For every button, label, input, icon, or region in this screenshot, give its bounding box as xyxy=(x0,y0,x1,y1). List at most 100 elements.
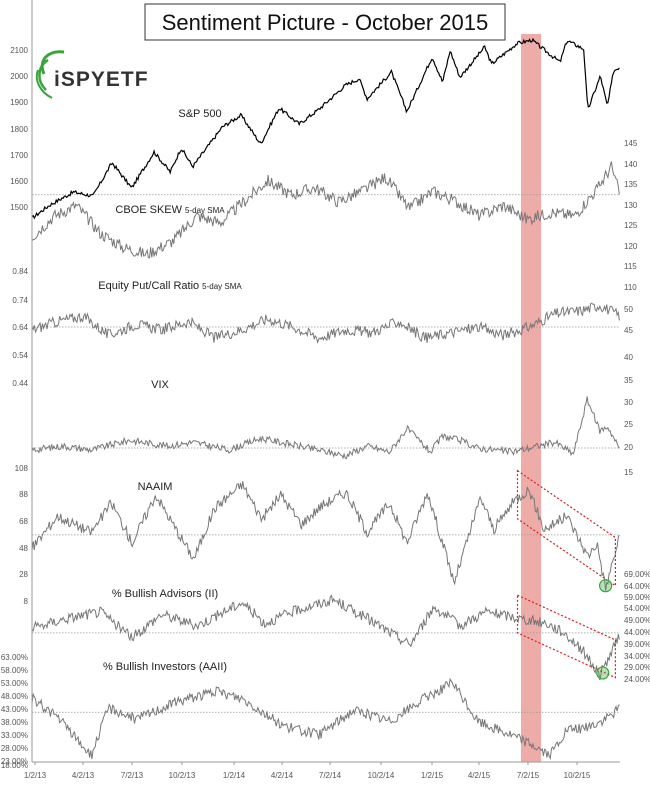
right-tick-label: 25 xyxy=(624,420,633,429)
x-tick-label: 7/2/15 xyxy=(517,771,540,780)
series-name: % Bullish Investors (AAII) xyxy=(103,661,227,673)
highlight-circle xyxy=(596,666,610,680)
right-tick-label: 115 xyxy=(624,262,637,271)
left-tick-label: 8 xyxy=(24,597,29,606)
chart-title-box: Sentiment Picture - October 2015 xyxy=(144,3,506,41)
series-name: CBOE SKEW xyxy=(115,204,182,216)
right-tick-label: 125 xyxy=(624,221,638,230)
series-sublabel: 5-day SMA xyxy=(202,282,242,291)
x-tick-label: 1/2/13 xyxy=(24,771,47,780)
left-tick-label: 1600 xyxy=(10,177,28,186)
right-tick-label: 69.00% xyxy=(624,570,650,579)
right-tick-label: 120 xyxy=(624,242,638,251)
ispyetf-logo: iSPYETF xyxy=(35,50,149,99)
left-tick-label: 1800 xyxy=(10,125,28,134)
left-tick-label: 38.00% xyxy=(1,718,28,727)
right-tick-label: 30 xyxy=(624,398,633,407)
series-label: NAAIM xyxy=(138,481,173,493)
series-line xyxy=(31,481,620,591)
left-tick-label: 63.00% xyxy=(1,653,28,662)
right-tick-label: 135 xyxy=(624,180,638,189)
trend-channel xyxy=(516,594,616,679)
axes xyxy=(31,0,620,763)
right-tick-label: 54.00% xyxy=(624,604,650,613)
highlight-band xyxy=(520,34,542,762)
series-line xyxy=(31,677,620,761)
left-tick-label: 28 xyxy=(19,570,28,579)
left-tick-label: 1700 xyxy=(10,151,28,160)
left-tick-label: 0.74 xyxy=(12,296,28,305)
x-tick-label: 1/2/15 xyxy=(421,771,444,780)
series-label: Equity Put/Call Ratio 5-day SMA xyxy=(98,280,242,292)
x-tick-label: 10/2/14 xyxy=(368,771,395,780)
right-tick-label: 34.00% xyxy=(624,652,650,661)
x-tick-label: 7/2/13 xyxy=(121,771,144,780)
right-tick-label: 64.00% xyxy=(624,582,650,591)
logo-swoosh-icon xyxy=(35,50,65,99)
series-label: CBOE SKEW 5-day SMA xyxy=(115,204,225,216)
annotations xyxy=(516,469,616,680)
series-name: Equity Put/Call Ratio xyxy=(98,280,199,292)
right-tick-label: 50 xyxy=(624,305,633,314)
left-tick-label: 23.00% xyxy=(1,757,28,766)
series-label: VIX xyxy=(151,379,169,391)
title-frame xyxy=(144,3,506,41)
left-tick-label: 88 xyxy=(19,490,28,499)
left-tick-label: 1500 xyxy=(10,203,28,212)
series-label: % Bullish Investors (AAII) xyxy=(103,661,227,673)
trend-channel xyxy=(516,469,616,587)
right-tick-label: 20 xyxy=(624,443,633,452)
left-tick-label: 0.54 xyxy=(12,351,28,360)
series-name: VIX xyxy=(151,379,169,391)
x-tick-label: 1/2/14 xyxy=(223,771,246,780)
left-tick-label: 18.00% xyxy=(1,761,28,770)
left-tick-label: 2000 xyxy=(10,72,28,81)
x-tick-label: 4/2/14 xyxy=(271,771,294,780)
series-label: S&P 500 xyxy=(178,108,221,120)
chart-title: Sentiment Picture - October 2015 xyxy=(162,10,489,35)
right-tick-label: 39.00% xyxy=(624,640,650,649)
left-tick-label: 0.64 xyxy=(12,323,28,332)
right-tick-label: 29.00% xyxy=(624,663,650,672)
series-name: NAAIM xyxy=(138,481,173,493)
series-sublabel: 5-day SMA xyxy=(185,206,225,215)
left-tick-label: 48.00% xyxy=(1,692,28,701)
left-tick-label: 58.00% xyxy=(1,666,28,675)
right-tick-label: 140 xyxy=(624,160,638,169)
series-line xyxy=(31,302,620,344)
logo-text: iSPYETF xyxy=(54,68,149,91)
series-label: % Bullish Advisors (II) xyxy=(112,588,218,600)
right-tick-label: 44.00% xyxy=(624,628,650,637)
x-tick-label: 10/2/13 xyxy=(169,771,196,780)
left-tick-label: 2100 xyxy=(10,46,28,55)
series-lines xyxy=(31,37,620,761)
series-line xyxy=(31,37,620,220)
left-tick-label: 68 xyxy=(19,517,28,526)
right-tick-label: 145 xyxy=(624,139,638,148)
right-tick-label: 24.00% xyxy=(624,675,650,684)
series-line xyxy=(31,396,620,460)
left-tick-label: 0.84 xyxy=(12,267,28,276)
right-tick-label: 49.00% xyxy=(624,616,650,625)
series-line xyxy=(31,594,620,681)
right-tick-label: 130 xyxy=(624,201,638,210)
right-tick-label: 15 xyxy=(624,468,633,477)
left-tick-label: 33.00% xyxy=(1,731,28,740)
x-tick-label: 10/2/15 xyxy=(564,771,591,780)
right-tick-label: 35 xyxy=(624,376,633,385)
x-tick-label: 4/2/15 xyxy=(468,771,491,780)
x-tick-label: 4/2/13 xyxy=(72,771,95,780)
series-name: % Bullish Advisors (II) xyxy=(112,588,218,600)
right-tick-label: 40 xyxy=(624,353,633,362)
series-line xyxy=(31,161,620,259)
left-tick-label: 43.00% xyxy=(1,705,28,714)
left-tick-label: 48 xyxy=(19,544,28,553)
highlight-layer xyxy=(520,34,542,762)
highlight-circle xyxy=(599,579,613,593)
series-name: S&P 500 xyxy=(178,108,221,120)
tick-labels: 2100 2000 1900 1800 1700 1600 1500 0.84 0.74 0.64… xyxy=(1,46,650,780)
right-tick-label: 110 xyxy=(624,283,637,292)
x-tick-label: 7/2/14 xyxy=(319,771,342,780)
